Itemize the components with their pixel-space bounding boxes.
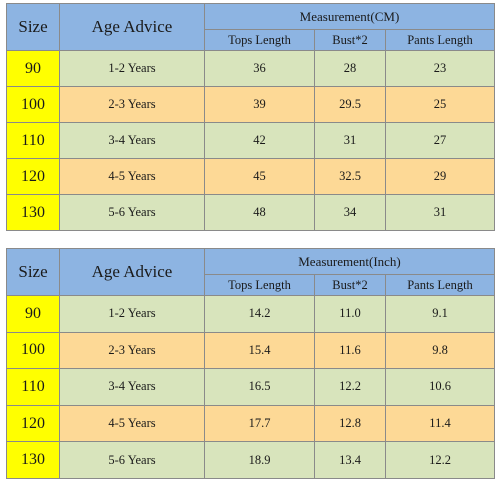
bust-cell: 12.2 bbox=[314, 368, 386, 406]
age-cell: 4-5 Years bbox=[59, 404, 205, 443]
size-cell: 90 bbox=[6, 295, 60, 333]
age-cell: 1-2 Years bbox=[59, 295, 205, 333]
table-row: 110 3-4 Years 16.5 12.2 10.6 bbox=[6, 368, 496, 406]
tops-length-cell: 16.5 bbox=[204, 368, 315, 406]
pants-length-cell: 31 bbox=[385, 194, 495, 231]
tops-length-cell: 39 bbox=[204, 86, 315, 123]
table-row: 120 4-5 Years 45 32.5 29 bbox=[6, 158, 495, 195]
size-cell: 130 bbox=[6, 441, 60, 479]
tops-length-cell: 14.2 bbox=[204, 295, 315, 333]
pants-length-header: Pants Length bbox=[384, 274, 496, 296]
tops-length-cell: 18.9 bbox=[204, 441, 315, 479]
age-advice-header: Age Advice bbox=[59, 248, 205, 296]
tops-length-cell: 45 bbox=[204, 158, 315, 195]
pants-length-cell: 27 bbox=[385, 122, 495, 159]
bust-cell: 32.5 bbox=[314, 158, 386, 195]
size-cell: 100 bbox=[6, 86, 60, 123]
age-cell: 2-3 Years bbox=[59, 86, 205, 123]
bust-cell: 11.6 bbox=[314, 331, 386, 370]
table-row: 120 4-5 Years 17.7 12.8 11.4 bbox=[6, 404, 496, 443]
age-cell: 1-2 Years bbox=[59, 50, 205, 87]
table-row: 130 5-6 Years 18.9 13.4 12.2 bbox=[6, 441, 496, 479]
bust-cell: 34 bbox=[314, 194, 386, 231]
bust-cell: 13.4 bbox=[314, 441, 386, 479]
measurement-header: Measurement(Inch) bbox=[203, 248, 496, 275]
table-row: 90 1-2 Years 36 28 23 bbox=[6, 50, 495, 87]
pants-length-cell: 10.6 bbox=[384, 368, 496, 406]
bust-cell: 29.5 bbox=[314, 86, 386, 123]
measurement-header: Measurement(CM) bbox=[204, 3, 495, 30]
size-cell: 110 bbox=[6, 122, 60, 159]
pants-length-cell: 9.1 bbox=[384, 295, 496, 333]
size-chart-inch: Size Age Advice Measurement(Inch) Tops L… bbox=[6, 248, 496, 479]
size-header: Size bbox=[6, 248, 60, 296]
pants-length-cell: 12.2 bbox=[384, 441, 496, 479]
bust-cell: 11.0 bbox=[314, 295, 386, 333]
size-chart-cm: Size Age Advice Measurement(CM) Tops Len… bbox=[6, 3, 495, 231]
age-cell: 5-6 Years bbox=[59, 441, 205, 479]
size-cell: 120 bbox=[6, 158, 60, 195]
table-row: 100 2-3 Years 39 29.5 25 bbox=[6, 86, 495, 123]
tops-length-cell: 17.7 bbox=[204, 404, 315, 443]
bust-cell: 12.8 bbox=[314, 404, 386, 443]
bust-cell: 28 bbox=[314, 50, 386, 87]
pants-length-cell: 29 bbox=[385, 158, 495, 195]
age-cell: 2-3 Years bbox=[59, 331, 205, 370]
bust-header: Bust*2 bbox=[314, 274, 386, 296]
bust-cell: 31 bbox=[314, 122, 386, 159]
pants-length-header: Pants Length bbox=[385, 29, 495, 51]
pants-length-cell: 11.4 bbox=[384, 404, 496, 443]
size-cell: 90 bbox=[6, 50, 60, 87]
tops-length-cell: 15.4 bbox=[204, 331, 315, 370]
age-cell: 3-4 Years bbox=[59, 122, 205, 159]
size-cell: 110 bbox=[6, 368, 60, 406]
age-cell: 4-5 Years bbox=[59, 158, 205, 195]
age-cell: 5-6 Years bbox=[59, 194, 205, 231]
tops-length-header: Tops Length bbox=[204, 29, 315, 51]
pants-length-cell: 9.8 bbox=[384, 331, 496, 370]
pants-length-cell: 23 bbox=[385, 50, 495, 87]
size-cell: 120 bbox=[6, 404, 60, 443]
size-cell: 100 bbox=[6, 331, 60, 370]
size-header: Size bbox=[6, 3, 60, 51]
pants-length-cell: 25 bbox=[385, 86, 495, 123]
table-row: 90 1-2 Years 14.2 11.0 9.1 bbox=[6, 295, 496, 333]
tops-length-cell: 48 bbox=[204, 194, 315, 231]
table-row: 100 2-3 Years 15.4 11.6 9.8 bbox=[6, 331, 496, 370]
tops-length-cell: 36 bbox=[204, 50, 315, 87]
tops-length-cell: 42 bbox=[204, 122, 315, 159]
age-advice-header: Age Advice bbox=[59, 3, 205, 51]
size-cell: 130 bbox=[6, 194, 60, 231]
bust-header: Bust*2 bbox=[314, 29, 386, 51]
table-row: 110 3-4 Years 42 31 27 bbox=[6, 122, 495, 159]
table-row: 130 5-6 Years 48 34 31 bbox=[6, 194, 495, 231]
tops-length-header: Tops Length bbox=[204, 274, 315, 296]
age-cell: 3-4 Years bbox=[59, 368, 205, 406]
